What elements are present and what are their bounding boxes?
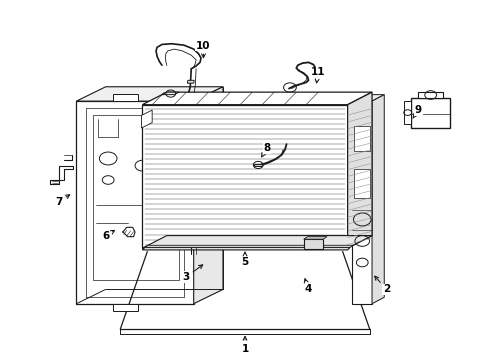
Text: 11: 11 [311, 67, 325, 83]
Polygon shape [254, 163, 262, 166]
Polygon shape [76, 87, 223, 101]
Text: 1: 1 [242, 336, 248, 354]
Polygon shape [145, 245, 353, 247]
Text: 10: 10 [196, 41, 211, 58]
Text: 5: 5 [242, 252, 248, 267]
Polygon shape [49, 166, 73, 184]
Text: 4: 4 [304, 279, 312, 294]
Polygon shape [142, 110, 152, 128]
Polygon shape [304, 239, 323, 249]
Text: 6: 6 [102, 230, 115, 240]
Polygon shape [411, 98, 450, 128]
Polygon shape [194, 87, 223, 304]
Polygon shape [143, 92, 372, 105]
Polygon shape [352, 95, 384, 101]
Text: 8: 8 [262, 143, 270, 157]
Polygon shape [113, 304, 138, 311]
Polygon shape [143, 235, 372, 248]
Text: 9: 9 [413, 105, 422, 118]
Polygon shape [418, 92, 443, 98]
Polygon shape [304, 237, 327, 239]
Polygon shape [143, 105, 347, 248]
Polygon shape [404, 101, 411, 125]
Polygon shape [143, 247, 350, 250]
Polygon shape [372, 95, 384, 304]
Polygon shape [354, 169, 370, 198]
Polygon shape [93, 116, 179, 280]
Polygon shape [187, 80, 194, 83]
Polygon shape [162, 92, 179, 95]
Text: 7: 7 [56, 195, 70, 207]
Polygon shape [76, 101, 194, 304]
Text: 2: 2 [375, 276, 391, 294]
Text: 3: 3 [183, 265, 203, 282]
Polygon shape [347, 92, 372, 248]
Polygon shape [113, 94, 138, 101]
Polygon shape [354, 126, 370, 151]
Polygon shape [352, 101, 372, 304]
